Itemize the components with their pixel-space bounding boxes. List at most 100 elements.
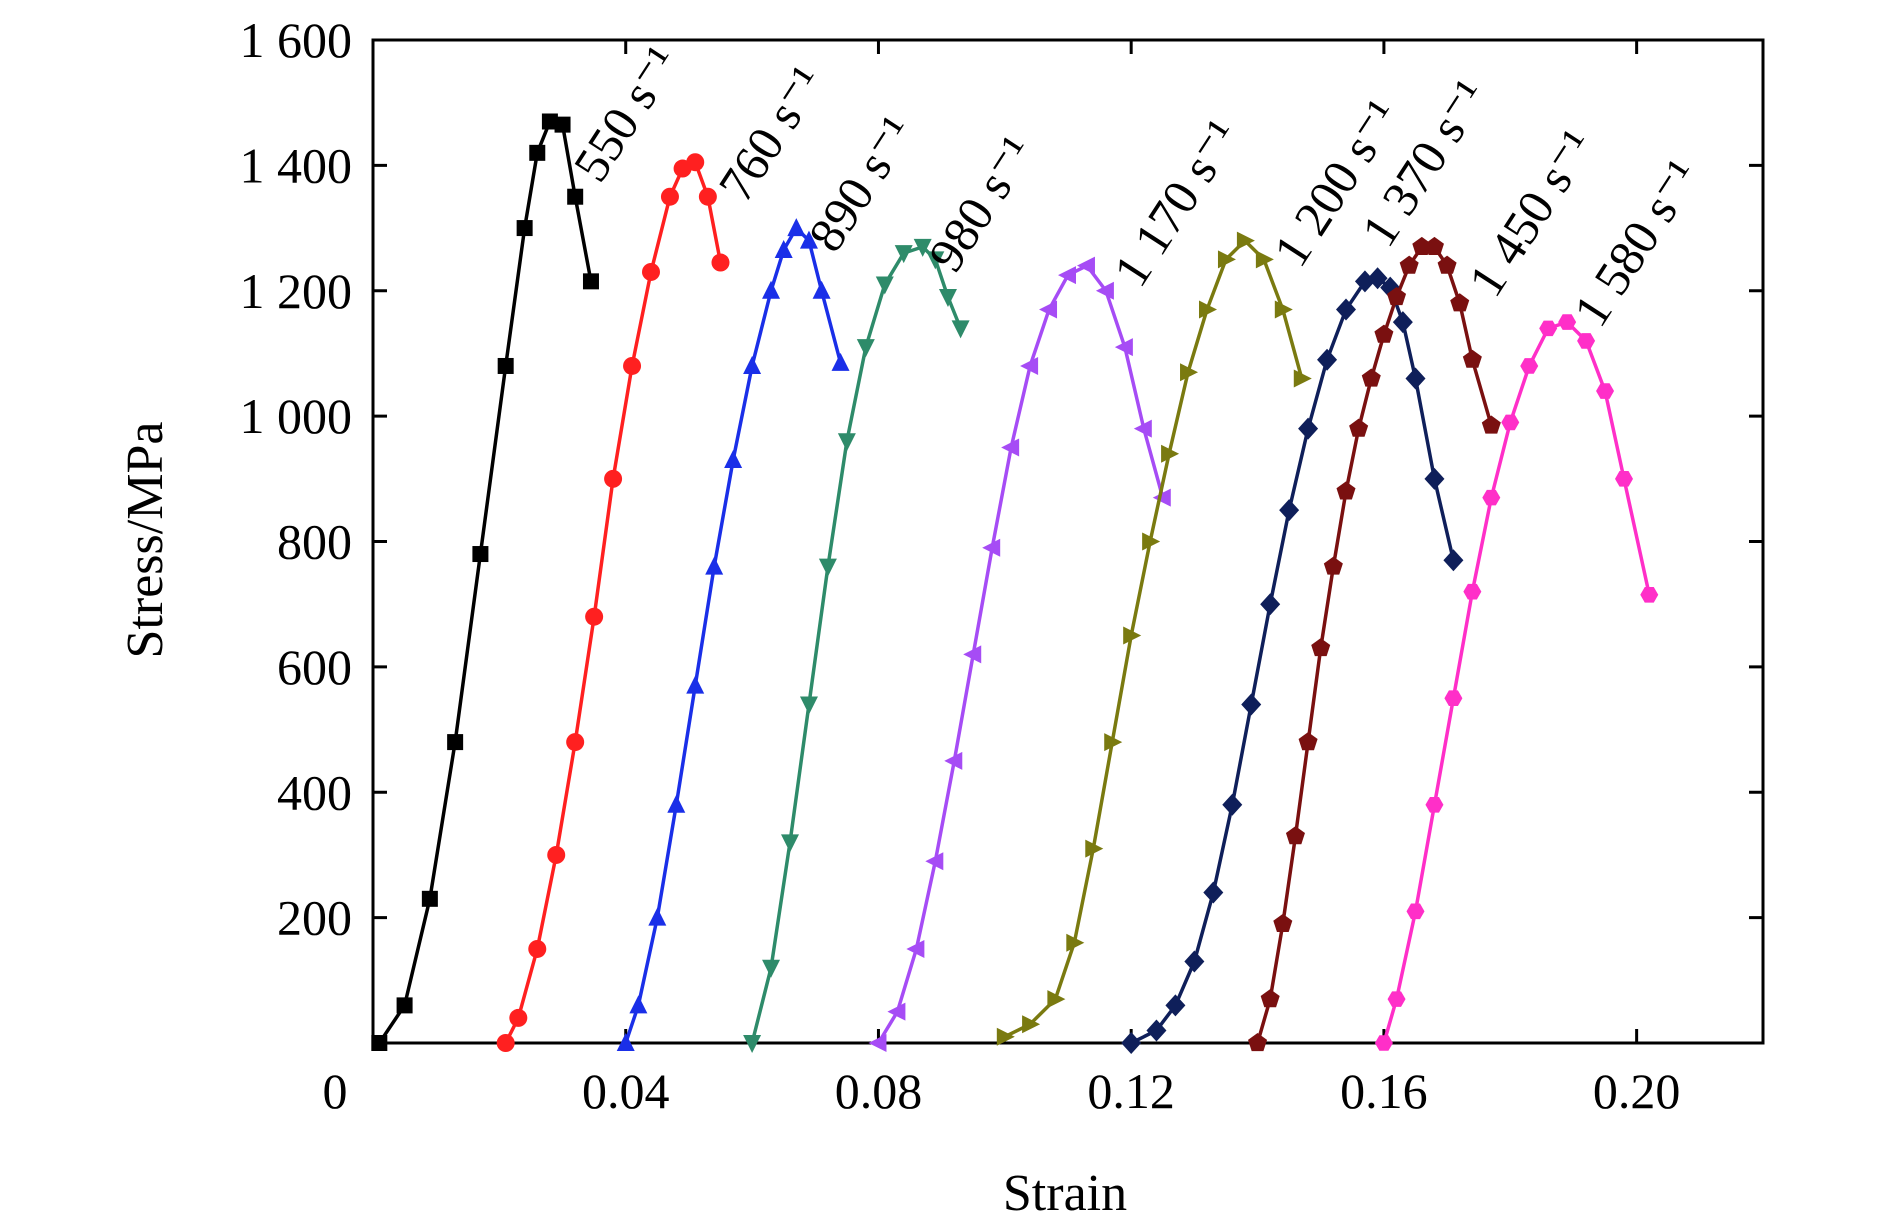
triangle-right-marker — [1199, 300, 1217, 319]
triangle-up-marker — [787, 218, 806, 237]
hexagon-marker — [1520, 358, 1539, 374]
triangle-down-marker — [837, 433, 856, 452]
diamond-marker — [1317, 348, 1338, 371]
triangle-up-marker — [629, 995, 648, 1014]
diamond-marker — [1146, 1019, 1167, 1042]
pentagon-marker — [1387, 287, 1407, 306]
series-4 — [743, 238, 970, 1053]
circle-marker — [604, 469, 623, 488]
pentagon-marker — [1437, 255, 1457, 274]
triangle-right-marker — [1066, 933, 1085, 952]
triangle-up-marker — [743, 355, 762, 374]
pentagon-marker — [1361, 368, 1381, 387]
pentagon-marker — [1412, 236, 1432, 255]
y-tick-label: 1 000 — [240, 388, 353, 444]
circle-marker — [509, 1008, 528, 1027]
triangle-down-marker — [938, 289, 957, 308]
square-marker — [541, 113, 558, 130]
y-tick-label: 1 600 — [240, 12, 353, 68]
triangle-up-marker — [724, 450, 743, 469]
triangle-left-marker — [982, 538, 1001, 557]
x-tick-label: 0.12 — [1087, 1063, 1175, 1119]
triangle-left-marker — [963, 645, 982, 664]
diamond-marker — [1298, 417, 1319, 440]
triangle-right-marker — [1236, 231, 1255, 250]
triangle-right-marker — [1104, 733, 1123, 752]
series-label: 550 s⁻¹ — [562, 36, 690, 191]
triangle-left-marker — [906, 939, 925, 958]
triangle-down-marker — [926, 251, 945, 270]
square-marker — [582, 273, 599, 290]
series-6 — [996, 231, 1312, 1046]
circle-marker — [585, 607, 604, 626]
y-tick-label: 400 — [277, 764, 352, 820]
triangle-up-marker — [831, 352, 850, 371]
triangle-left-marker — [1039, 300, 1058, 319]
series-5 — [868, 256, 1171, 1052]
circle-marker — [623, 356, 642, 375]
hexagon-marker — [1387, 991, 1406, 1007]
series-label: 1 170 s⁻¹ — [1102, 110, 1250, 296]
pentagon-marker — [1450, 293, 1470, 312]
triangle-right-marker — [1180, 363, 1199, 382]
hexagon-marker — [1539, 320, 1558, 337]
pentagon-marker — [1374, 324, 1394, 343]
triangle-left-marker — [1114, 338, 1133, 357]
pentagon-marker — [1285, 826, 1305, 845]
triangle-right-marker — [1123, 626, 1142, 645]
x-tick-label: 0.08 — [835, 1063, 923, 1119]
hexagon-marker — [1577, 333, 1596, 349]
y-tick-label: 800 — [277, 514, 352, 570]
y-axis-label: Stress/MPa — [117, 422, 174, 659]
triangle-left-marker — [1133, 419, 1152, 438]
diamond-marker — [1367, 267, 1388, 290]
circle-marker — [686, 153, 705, 172]
series-line — [876, 263, 1165, 1044]
series-line — [504, 160, 723, 1044]
diamond-marker — [1405, 367, 1426, 390]
triangle-right-marker — [1255, 250, 1274, 269]
triangle-up-marker — [774, 240, 793, 259]
pentagon-marker — [1311, 638, 1331, 657]
diamond-marker — [1443, 549, 1464, 572]
triangle-right-marker — [1142, 532, 1161, 551]
diamond-marker — [1121, 1032, 1142, 1054]
circle-marker — [547, 845, 566, 864]
triangle-down-marker — [913, 238, 932, 257]
series-line — [1255, 245, 1493, 1044]
triangle-up-marker — [616, 1033, 635, 1051]
triangle-right-marker — [996, 1027, 1015, 1046]
triangle-down-marker — [894, 245, 913, 264]
triangle-left-marker — [1001, 438, 1020, 457]
triangle-down-marker — [799, 696, 818, 715]
pentagon-marker — [1336, 481, 1356, 500]
square-marker — [396, 997, 413, 1014]
triangle-right-marker — [1293, 369, 1312, 388]
x-tick-label: 0.04 — [582, 1063, 670, 1119]
hexagon-marker — [1501, 414, 1520, 431]
pentagon-marker — [1424, 236, 1444, 255]
triangle-right-marker — [1085, 839, 1104, 858]
y-tick-label: 200 — [277, 890, 352, 946]
x-axis-label: Strain — [1003, 1165, 1127, 1222]
diamond-marker — [1241, 693, 1262, 716]
diamond-marker — [1424, 467, 1445, 490]
pentagon-marker — [1462, 349, 1482, 368]
diamond-marker — [1203, 881, 1224, 904]
square-marker — [447, 734, 464, 751]
diamond-marker — [1279, 499, 1300, 522]
pentagon-marker — [1481, 415, 1501, 434]
triangle-left-marker — [887, 1002, 906, 1021]
square-marker — [371, 1035, 388, 1051]
triangle-left-marker — [1152, 488, 1171, 507]
hexagon-marker — [1558, 314, 1577, 330]
triangle-left-marker — [1020, 356, 1039, 375]
triangle-up-marker — [686, 675, 705, 694]
triangle-up-marker — [812, 280, 831, 299]
triangle-right-marker — [1047, 990, 1066, 1009]
hexagon-marker — [1640, 586, 1659, 603]
circle-marker — [642, 262, 660, 281]
series-3 — [616, 218, 850, 1051]
triangle-left-marker — [1095, 281, 1114, 300]
